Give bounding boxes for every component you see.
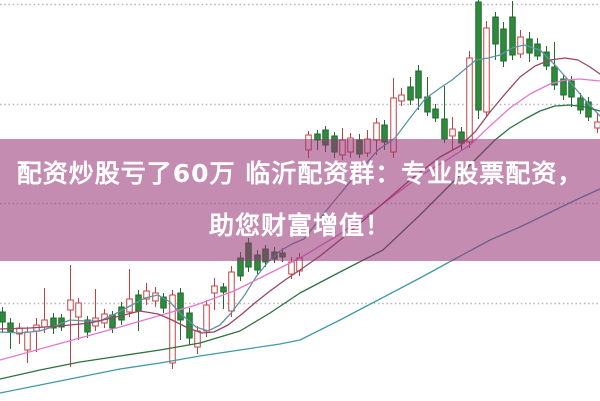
candle-body [475,1,482,111]
candle-body [373,122,380,141]
candle-body [551,66,558,86]
candle-body [466,57,473,143]
promo-banner-overlay: 配资炒股亏了60万 临沂配资群：专业股票配资， 助您财富增值！ [0,139,600,261]
candle-body [152,292,159,302]
banner-text-line2: 助您财富增值！ [208,211,391,240]
candle-body [75,302,82,318]
candle-body [492,16,499,45]
candle-body [483,27,490,113]
candle-body [398,94,405,102]
candle-body [41,319,48,328]
ma-maroon [0,57,600,334]
candle-body [67,299,74,311]
candle-body [7,322,14,333]
candle-body [407,86,414,101]
candle-body [449,128,456,137]
candle-body [50,317,57,329]
candle-body [84,319,91,333]
candle-body [585,101,592,118]
candle-body [560,78,567,96]
candle-body [186,312,193,339]
candle-body [24,331,31,351]
candle-body [194,330,201,348]
candle-body [500,28,507,62]
candle-body [169,294,176,364]
banner-text-line1: 配资炒股亏了60万 临沂配资群：专业股票配资， [16,159,584,188]
candle-body [441,118,448,140]
candle-body [568,80,575,98]
candle-body [0,311,6,323]
candle-body [432,108,439,119]
candle-body [143,290,150,300]
candle-body [118,306,125,321]
candle-body [594,121,600,129]
candle-body [577,97,584,111]
candle-body [415,70,422,99]
candle-body [211,285,218,294]
candle-body [203,304,210,332]
candle-body [177,292,184,321]
candle-body [160,296,167,309]
candle-body [220,286,227,293]
candle-body [509,16,516,56]
